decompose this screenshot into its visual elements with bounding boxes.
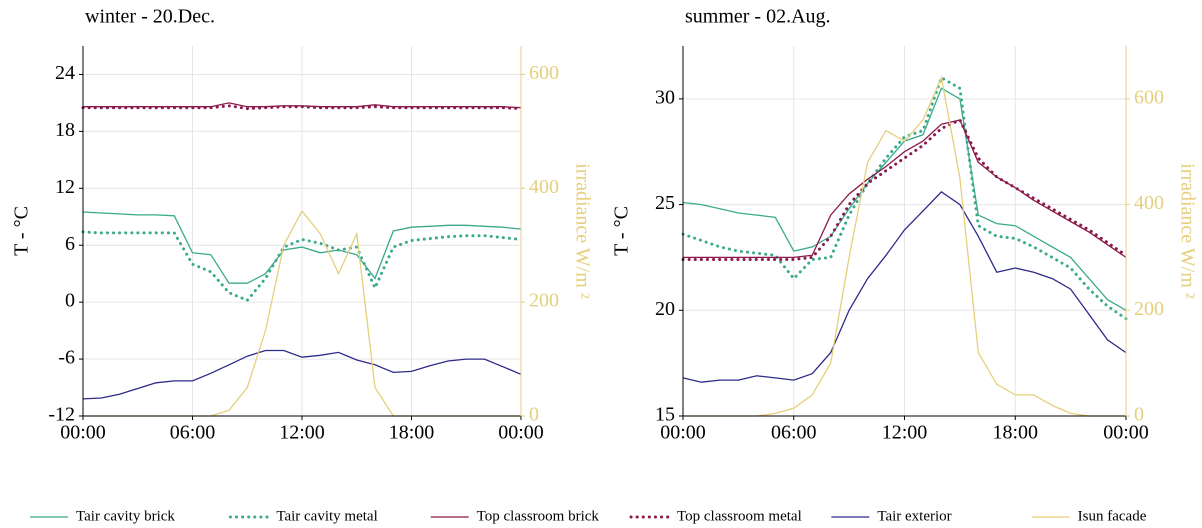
x-tick-label: 06:00 xyxy=(771,422,817,444)
y2-tick-label: 0 xyxy=(1134,404,1144,426)
series-line xyxy=(682,191,1127,383)
legend-label: Top classroom metal xyxy=(677,508,802,524)
series-line xyxy=(681,118,1128,261)
series-line xyxy=(81,104,523,111)
chart-title: winter - 20.Dec. xyxy=(85,6,215,28)
y-tick-label: 18 xyxy=(55,119,75,141)
x-tick-label: 12:00 xyxy=(279,422,325,444)
x-tick-label: 18:00 xyxy=(389,422,435,444)
series-line xyxy=(82,211,522,284)
legend-label: Tair cavity brick xyxy=(76,508,175,524)
y-tick-label: 20 xyxy=(655,298,675,320)
series-line xyxy=(681,75,1128,321)
y2-axis-label: irradiance W/m ² xyxy=(571,163,593,299)
legend-label: Tair exterior xyxy=(877,508,951,524)
y2-tick-label: 400 xyxy=(1134,192,1164,214)
y2-tick-label: 600 xyxy=(529,62,559,84)
y-tick-label: 0 xyxy=(65,290,75,312)
y2-tick-label: 200 xyxy=(1134,298,1164,320)
legend-label: Isun facade xyxy=(1078,508,1147,524)
x-tick-label: 00:00 xyxy=(660,422,706,444)
y-tick-label: -12 xyxy=(48,404,75,426)
y-axis-label: T - °C xyxy=(11,206,33,256)
legend-label: Tair cavity metal xyxy=(276,508,377,524)
y2-tick-label: 200 xyxy=(529,290,559,312)
y-tick-label: -6 xyxy=(58,347,75,369)
series-line xyxy=(683,119,1127,259)
series-line xyxy=(82,349,522,400)
series-line xyxy=(81,230,523,303)
x-tick-label: 00:00 xyxy=(498,422,544,444)
y-tick-label: 25 xyxy=(655,192,675,214)
y2-tick-label: 400 xyxy=(529,176,559,198)
chart-title: summer - 02.Aug. xyxy=(685,6,831,28)
y2-tick-label: 600 xyxy=(1134,86,1164,108)
legend: Tair cavity brick Tair cavity metal Top cl… xyxy=(30,508,1147,524)
y-tick-label: 15 xyxy=(655,404,675,426)
x-tick-label: 12:00 xyxy=(882,422,928,444)
legend-label: Top classroom brick xyxy=(477,508,600,524)
y2-tick-label: 0 xyxy=(529,404,539,426)
y-axis-label: T - °C xyxy=(611,206,633,256)
x-tick-label: 06:00 xyxy=(170,422,216,444)
y2-axis-label: irradiance W/m ² xyxy=(1176,163,1198,299)
y-tick-label: 24 xyxy=(55,62,75,84)
y-tick-label: 30 xyxy=(655,86,675,108)
y-tick-label: 6 xyxy=(65,233,75,255)
y-tick-label: 12 xyxy=(55,176,75,198)
x-tick-label: 18:00 xyxy=(992,422,1038,444)
x-tick-label: 00:00 xyxy=(60,422,106,444)
x-tick-label: 00:00 xyxy=(1103,422,1149,444)
